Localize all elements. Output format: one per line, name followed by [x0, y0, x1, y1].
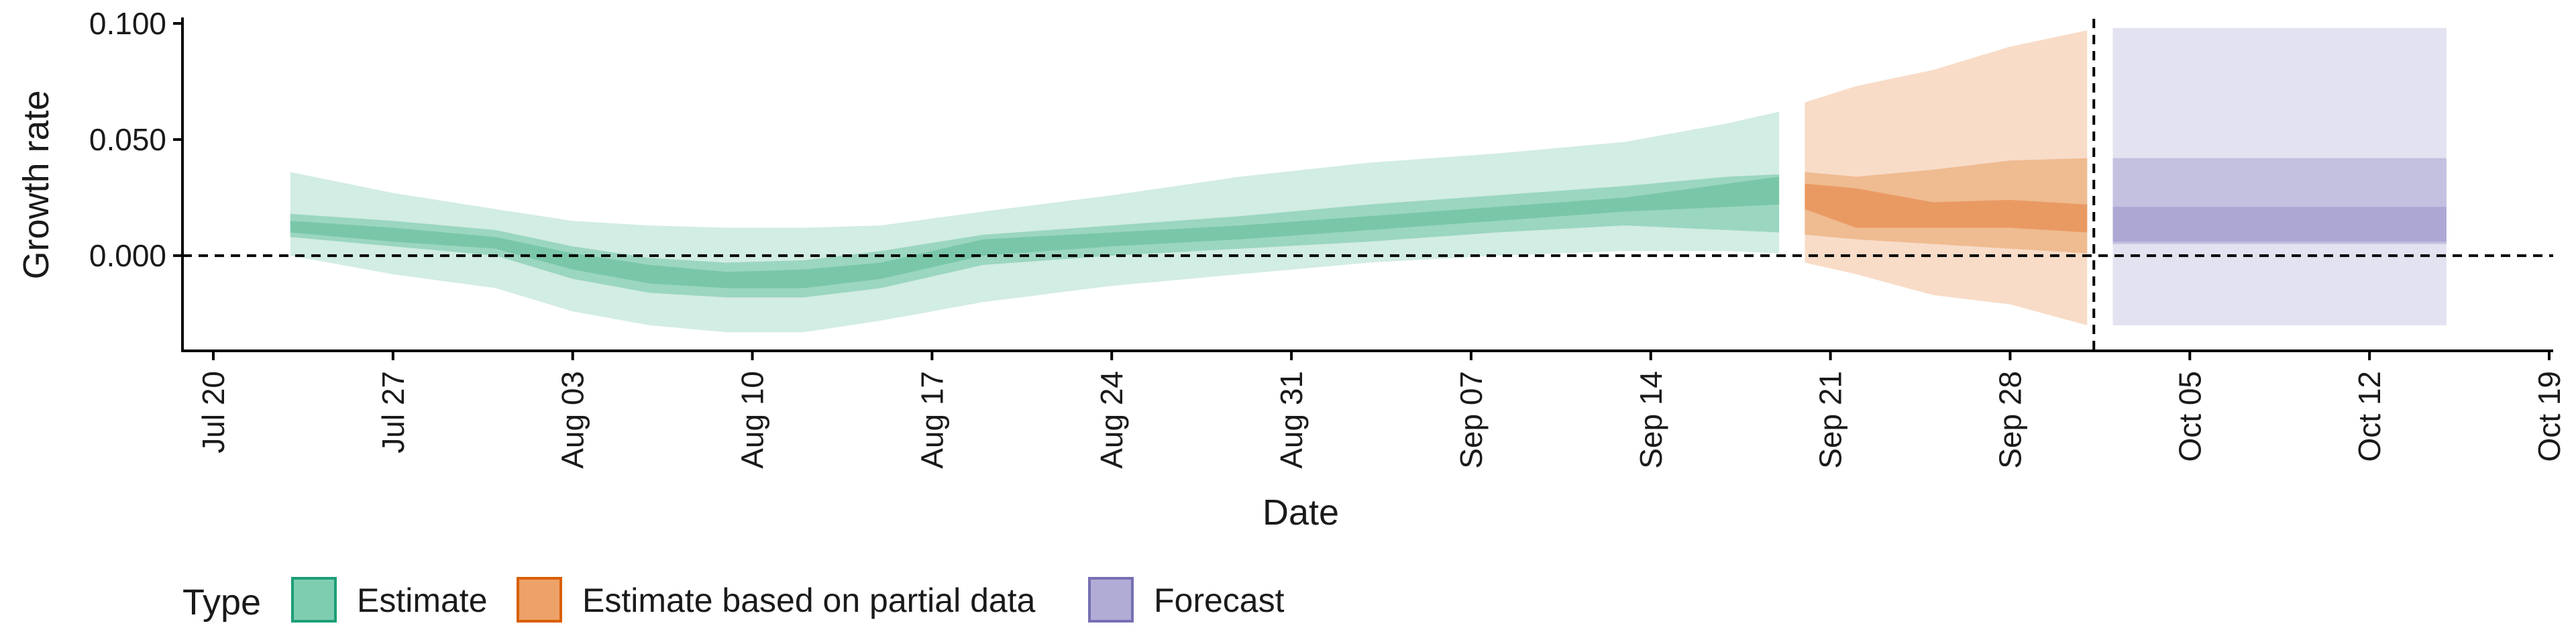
x-tick-label: Sep 07 [1454, 371, 1489, 469]
y-tick-label: 0.000 [89, 238, 166, 273]
axes: 0.100 0.050 0.000 Jul 20 Jul 27 Aug 03 Aug 10 A… [89, 6, 2567, 469]
x-tick-label: Aug 17 [914, 371, 949, 469]
x-tick-label: Oct 05 [2172, 371, 2207, 462]
legend-label-0: Estimate [357, 582, 488, 619]
legend-title: Type [182, 582, 261, 623]
ribbon-layer [290, 28, 2447, 333]
legend: Type Estimate Estimate based on partial d… [182, 577, 1285, 623]
ribbon-1-ci20 [1805, 183, 2088, 233]
x-tick-label: Sep 28 [1992, 371, 2027, 469]
x-axis-title: Date [1263, 492, 1339, 533]
series-0 [290, 111, 1780, 333]
series-1 [1805, 30, 2088, 325]
y-tick-label: 0.050 [89, 122, 166, 157]
x-tick-label: Oct 19 [2532, 371, 2567, 462]
x-tick-label: Jul 20 [196, 371, 231, 453]
legend-key-2 [1088, 577, 1134, 623]
legend-label-2: Forecast [1154, 582, 1285, 619]
x-tick-label: Jul 27 [376, 371, 411, 453]
x-tick-label: Aug 31 [1274, 371, 1309, 469]
x-tick-label: Aug 24 [1094, 371, 1129, 469]
x-tick-label: Oct 12 [2352, 371, 2387, 462]
x-tick-label: Sep 21 [1813, 371, 1848, 469]
reference-lines [182, 19, 2553, 351]
x-tick-label: Aug 10 [735, 371, 770, 469]
legend-key-0 [291, 577, 337, 623]
series-2 [2112, 28, 2447, 325]
x-tick-label: Aug 03 [555, 371, 590, 469]
ribbon-2-ci20 [2112, 207, 2447, 242]
x-tick-label: Sep 14 [1633, 371, 1668, 469]
y-axis-title: Growth rate [16, 90, 56, 279]
legend-key-1 [517, 577, 562, 623]
legend-label-1: Estimate based on partial data [582, 582, 1036, 619]
y-tick-label: 0.100 [89, 6, 166, 41]
